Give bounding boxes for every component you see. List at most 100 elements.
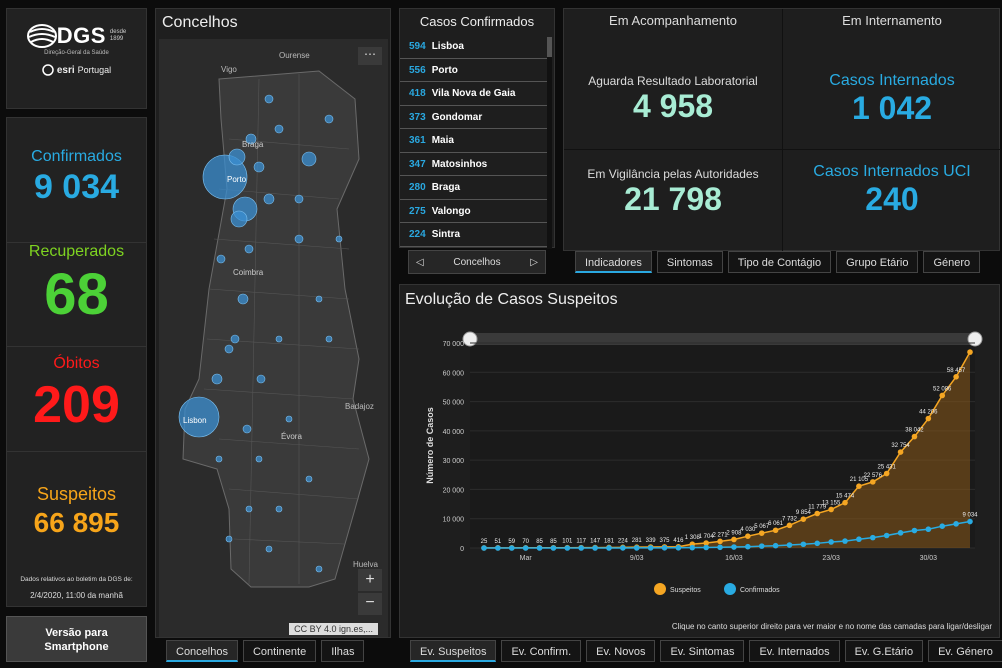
map-case-marker[interactable] [230,334,240,344]
list-item[interactable]: 347 Matosinhos [400,153,548,176]
map-case-marker[interactable] [244,244,254,254]
data-point-suspeitos[interactable] [772,527,779,534]
map-case-marker[interactable] [294,194,304,204]
data-point-confirmados[interactable] [953,521,959,527]
data-point-confirmados[interactable] [606,545,612,551]
map-case-marker[interactable] [225,535,233,543]
map-case-marker[interactable] [275,335,283,343]
data-point-suspeitos[interactable] [953,374,959,380]
data-point-confirmados[interactable] [814,540,821,547]
cases-scrollbar[interactable] [547,37,552,249]
map-case-marker[interactable] [275,505,283,513]
tab-ev-sintomas[interactable]: Ev. Sintomas [660,640,745,662]
map-case-marker[interactable] [263,193,275,205]
list-item[interactable]: 275 Valongo [400,200,548,223]
data-point-confirmados[interactable] [772,542,779,549]
map-case-marker[interactable] [230,210,248,228]
tab-sintomas[interactable]: Sintomas [656,251,723,273]
range-handle-left[interactable] [462,331,478,347]
range-slider-track[interactable] [470,333,975,345]
tab-ilhas[interactable]: Ilhas [321,640,365,662]
data-point-confirmados[interactable] [758,543,765,549]
legend-swatch-suspeitos[interactable] [654,583,666,595]
data-point-confirmados[interactable] [925,526,932,533]
map-more-icon[interactable]: ⋯ [358,47,382,65]
map-case-marker[interactable] [216,254,226,264]
data-point-confirmados[interactable] [536,545,543,551]
map-case-marker[interactable] [315,295,323,303]
data-point-suspeitos[interactable] [758,530,765,536]
tab-genero[interactable]: Género [923,251,981,273]
list-item[interactable]: 594 Lisboa [400,35,548,59]
pager-next-icon[interactable]: ▷ [530,256,538,268]
list-item[interactable]: 224 Sintra [400,223,548,247]
map-case-marker[interactable] [237,293,249,305]
data-point-confirmados[interactable] [578,545,584,551]
data-point-confirmados[interactable] [592,545,598,551]
data-point-confirmados[interactable] [633,545,640,551]
data-point-confirmados[interactable] [967,518,973,525]
data-point-suspeitos[interactable] [911,433,918,440]
data-point-suspeitos[interactable] [967,349,973,355]
zoom-out-icon[interactable]: − [358,593,382,615]
map-case-marker[interactable] [294,234,304,244]
data-point-confirmados[interactable] [620,545,626,551]
data-point-confirmados[interactable] [703,544,709,551]
list-item[interactable]: 373 Gondomar [400,106,548,129]
data-point-suspeitos[interactable] [745,533,751,539]
map-case-marker[interactable] [335,235,343,243]
data-point-suspeitos[interactable] [925,415,932,422]
data-point-suspeitos[interactable] [939,392,946,399]
list-item[interactable]: 556 Porto [400,59,548,82]
data-point-suspeitos[interactable] [814,510,821,517]
list-item[interactable]: 280 Braga [400,176,548,200]
map-case-marker[interactable] [315,565,323,573]
tab-grupo-etario[interactable]: Grupo Etário [836,251,919,273]
range-handle-right[interactable] [967,331,983,347]
map-case-marker[interactable] [255,455,263,463]
data-point-confirmados[interactable] [897,530,904,536]
map-case-marker[interactable] [211,373,223,385]
tab-ev-genero[interactable]: Ev. Género [928,640,1002,662]
map-case-marker[interactable] [325,335,333,343]
portugal-map[interactable]: Ourense Vigo Braga Porto Coimbra Lisbon … [159,39,388,637]
data-point-confirmados[interactable] [717,544,723,551]
map-case-marker[interactable] [215,455,223,463]
map-case-marker[interactable] [274,124,284,134]
data-point-confirmados[interactable] [481,545,487,551]
tab-ev-confirm[interactable]: Ev. Confirm. [501,640,582,662]
data-point-confirmados[interactable] [856,536,862,543]
smartphone-version-button[interactable]: Versão para Smartphone [6,616,147,662]
tab-ev-novos[interactable]: Ev. Novos [586,640,656,662]
data-point-confirmados[interactable] [675,544,682,551]
map-view[interactable]: Ourense Vigo Braga Porto Coimbra Lisbon … [159,39,388,637]
data-point-suspeitos[interactable] [828,506,834,513]
map-case-marker[interactable] [245,505,253,513]
legend-label[interactable]: Suspeitos [670,587,701,594]
data-point-confirmados[interactable] [522,545,529,551]
map-case-marker[interactable] [253,161,265,173]
map-case-marker[interactable] [256,374,266,384]
list-item[interactable]: 418 Vila Nova de Gaia [400,82,548,106]
map-case-marker[interactable] [305,475,313,483]
map-case-marker[interactable] [265,545,273,553]
data-point-confirmados[interactable] [842,538,848,544]
pager-prev-icon[interactable]: ◁ [416,256,424,268]
map-case-marker[interactable] [285,415,293,423]
data-point-suspeitos[interactable] [731,536,737,543]
data-point-suspeitos[interactable] [842,499,848,506]
tab-indicadores[interactable]: Indicadores [575,251,652,273]
data-point-confirmados[interactable] [786,542,793,548]
data-point-suspeitos[interactable] [856,483,862,489]
map-case-marker[interactable] [228,148,246,166]
data-point-suspeitos[interactable] [703,540,709,546]
tab-continente[interactable]: Continente [242,640,317,662]
map-case-marker[interactable] [242,424,252,434]
map-case-marker[interactable] [301,151,317,167]
legend-label[interactable]: Confirmados [740,587,780,594]
map-case-marker[interactable] [224,344,234,354]
data-point-confirmados[interactable] [508,545,515,551]
data-point-confirmados[interactable] [689,544,696,551]
map-case-marker[interactable] [178,396,220,438]
data-point-confirmados[interactable] [911,527,918,534]
